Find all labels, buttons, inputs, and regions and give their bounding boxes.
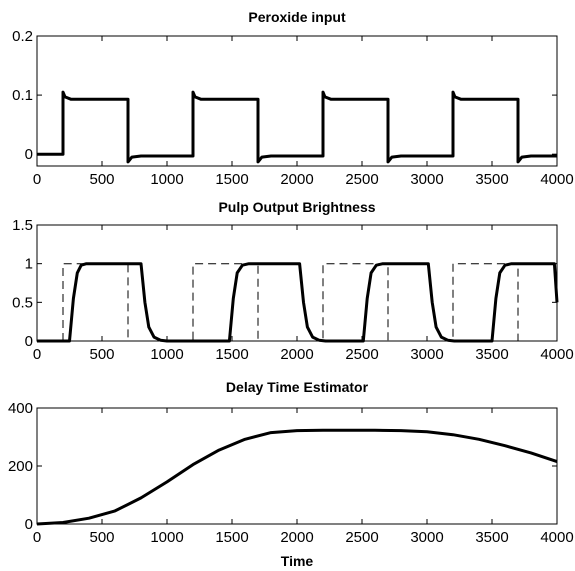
delay-time-estimator-x-tick-label: 4000 [540, 529, 573, 546]
pulp-output-brightness-y-tick-label: 1 [25, 256, 33, 273]
peroxide-input-x-tick-label: 3000 [410, 171, 443, 188]
peroxide-input-x-tick-label: 4000 [540, 171, 573, 188]
delay-time-estimator-x-tick-label: 0 [33, 529, 41, 546]
pulp-output-brightness-x-tick-label: 3000 [410, 346, 443, 363]
pulp-output-brightness-x-tick-label: 3500 [475, 346, 508, 363]
pulp-output-brightness-x-tick-label: 4000 [540, 346, 573, 363]
delay-time-estimator-x-tick-label: 500 [89, 529, 114, 546]
peroxide-input-x-tick-label: 2500 [345, 171, 378, 188]
peroxide-input-title: Peroxide input [248, 9, 346, 25]
pulp-output-brightness-panel: Pulp Output Brightness 0 500 1000 1500 2000 2… [12, 199, 574, 363]
delay-time-estimator-ticks: 0 500 1000 1500 2000 2500 3000 3500 4000 0 200 400 [8, 400, 574, 546]
pulp-output-brightness-ticks: 0 500 1000 1500 2000 2500 3000 3500 4000 0 0.5 1 1.5 [12, 217, 574, 363]
peroxide-input-y-tick-label: 0 [25, 146, 33, 163]
delay-time-estimator-x-tick-label: 2000 [280, 529, 313, 546]
delay-time-estimator-y-tick-label: 200 [8, 458, 33, 475]
pulp-output-brightness-x-tick-label: 2500 [345, 346, 378, 363]
peroxide-input-x-tick-label: 500 [89, 171, 114, 188]
peroxide-input-panel: Peroxide input 0 500 1000 1500 2000 2500 3000 3… [12, 9, 574, 188]
delay-time-estimator-lines [36, 428, 558, 526]
delay-time-estimator-x-tick-label: 3000 [410, 529, 443, 546]
delay-time-estimator-title: Delay Time Estimator [226, 379, 369, 395]
pulp-output-brightness-dashed-series-line [37, 263, 557, 342]
pulp-output-brightness-x-tick-label: 2000 [280, 346, 313, 363]
peroxide-input-lines [37, 90, 557, 164]
pulp-output-brightness-y-tick-label: 1.5 [12, 217, 33, 234]
peroxide-input-ticks: 0 500 1000 1500 2000 2500 3000 3500 4000 0 0.1 0.2 [12, 28, 574, 188]
pulp-output-brightness-y-tick-label: 0.5 [12, 294, 33, 311]
peroxide-input-x-tick-label: 1500 [215, 171, 248, 188]
delay-time-estimator-x-tick-label: 2500 [345, 529, 378, 546]
delay-time-estimator-series-line [36, 428, 558, 526]
pulp-output-brightness-series-line [37, 262, 559, 343]
delay-time-estimator-y-tick-label: 0 [25, 516, 33, 533]
peroxide-input-series-line [37, 90, 557, 164]
peroxide-input-y-tick-label: 0.2 [12, 28, 33, 45]
peroxide-input-x-tick-label: 3500 [475, 171, 508, 188]
pulp-output-brightness-x-tick-label: 0 [33, 346, 41, 363]
delay-time-estimator-y-tick-label: 400 [8, 400, 33, 417]
pulp-output-brightness-x-tick-label: 1500 [215, 346, 248, 363]
delay-time-estimator-x-tick-label: 3500 [475, 529, 508, 546]
pulp-output-brightness-title: Pulp Output Brightness [218, 199, 375, 215]
pulp-output-brightness-x-tick-label: 500 [89, 346, 114, 363]
pulp-output-brightness-axes-box [36, 224, 558, 342]
pulp-output-brightness-y-tick-label: 0 [25, 333, 33, 350]
peroxide-input-x-tick-label: 1000 [150, 171, 183, 188]
delay-time-estimator-x-tick-label: 1000 [150, 529, 183, 546]
delay-time-estimator-axes-box [36, 407, 558, 525]
peroxide-input-x-tick-label: 2000 [280, 171, 313, 188]
pulp-output-brightness-lines [37, 262, 559, 343]
x-axis-label: Time [281, 553, 314, 569]
pulp-output-brightness-x-tick-label: 1000 [150, 346, 183, 363]
peroxide-input-x-tick-label: 0 [33, 171, 41, 188]
peroxide-input-axes-box [36, 35, 558, 167]
delay-time-estimator-panel: Delay Time Estimator 0 500 1000 1500 2000 250… [8, 379, 574, 569]
delay-time-estimator-x-tick-label: 1500 [215, 529, 248, 546]
peroxide-input-y-tick-label: 0.1 [12, 87, 33, 104]
